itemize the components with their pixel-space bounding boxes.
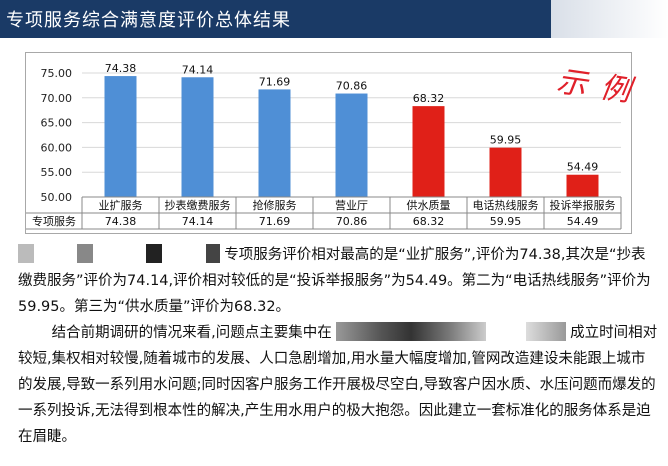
category-label: 抢修服务 <box>253 198 297 212</box>
table-value: 74.38 <box>105 215 137 228</box>
bar <box>412 106 445 197</box>
data-label: 74.14 <box>182 63 214 76</box>
analysis-paragraph: 结合前期调研的情况来看,问题点主要集中在 成立时间相对较短,集权相对较慢,随着城… <box>18 320 658 450</box>
data-label: 59.95 <box>490 134 522 147</box>
y-tick-label: 55.00 <box>41 166 73 179</box>
category-label: 抄表缴费服务 <box>165 198 231 212</box>
bar-chart: 50.00 55.00 60.00 65.00 70.00 75.00 74.38 74.14… <box>26 62 622 230</box>
bar <box>181 77 214 197</box>
data-label: 68.32 <box>413 92 445 105</box>
summary-text: 专项服务评价相对最高的是“业扩服务”,评价为74.38,其次是“抄表缴费服务”评… <box>18 247 651 315</box>
page-title: 专项服务综合满意度评价总体结果 <box>6 10 291 31</box>
analysis-text-before: 结合前期调研的情况来看,问题点主要集中在 <box>51 325 332 341</box>
y-tick-label: 70.00 <box>41 92 73 105</box>
category-label: 营业厅 <box>335 198 368 212</box>
title-bar: 专项服务综合满意度评价总体结果 <box>0 0 551 38</box>
table-value: 59.95 <box>490 215 522 228</box>
bar <box>489 147 522 197</box>
analysis-text-after: 成立时间相对较短,集权相对较慢,随着城市的发展、人口急剧增加,用水量大幅度增加,… <box>18 325 658 445</box>
data-label: 70.86 <box>336 80 368 93</box>
table-value: 68.32 <box>413 215 445 228</box>
redaction-block <box>525 322 566 341</box>
data-label: 71.69 <box>259 75 291 88</box>
table-value: 74.14 <box>182 215 214 228</box>
data-label: 74.38 <box>105 62 137 75</box>
summary-paragraph: 专项服务评价相对最高的是“业扩服务”,评价为74.38,其次是“抄表缴费服务”评… <box>18 242 658 320</box>
table-value: 70.86 <box>336 215 368 228</box>
y-tick-label: 50.00 <box>41 191 73 204</box>
bar <box>258 89 291 197</box>
redaction-block <box>77 244 94 263</box>
y-tick-label: 65.00 <box>41 117 73 130</box>
redaction-block <box>146 244 163 263</box>
title-accent <box>551 0 668 38</box>
redaction-block <box>18 244 34 263</box>
data-label: 54.49 <box>567 161 599 174</box>
y-tick-label: 60.00 <box>41 141 73 154</box>
bar <box>104 76 137 197</box>
category-label: 电话热线服务 <box>473 198 539 212</box>
chart-frame: 50.00 55.00 60.00 65.00 70.00 75.00 74.38 74.14… <box>25 52 632 234</box>
table-row-label: 专项服务 <box>32 214 76 228</box>
bar <box>566 174 599 197</box>
category-label: 供水质量 <box>407 198 451 212</box>
redaction-block <box>336 322 487 341</box>
redaction-block <box>205 244 220 263</box>
y-tick-label: 75.00 <box>41 67 73 80</box>
category-label: 业扩服务 <box>99 198 143 212</box>
category-label: 投诉举报服务 <box>550 198 616 212</box>
table-value: 54.49 <box>567 215 599 228</box>
table-value: 71.69 <box>259 215 291 228</box>
bar <box>335 93 368 197</box>
